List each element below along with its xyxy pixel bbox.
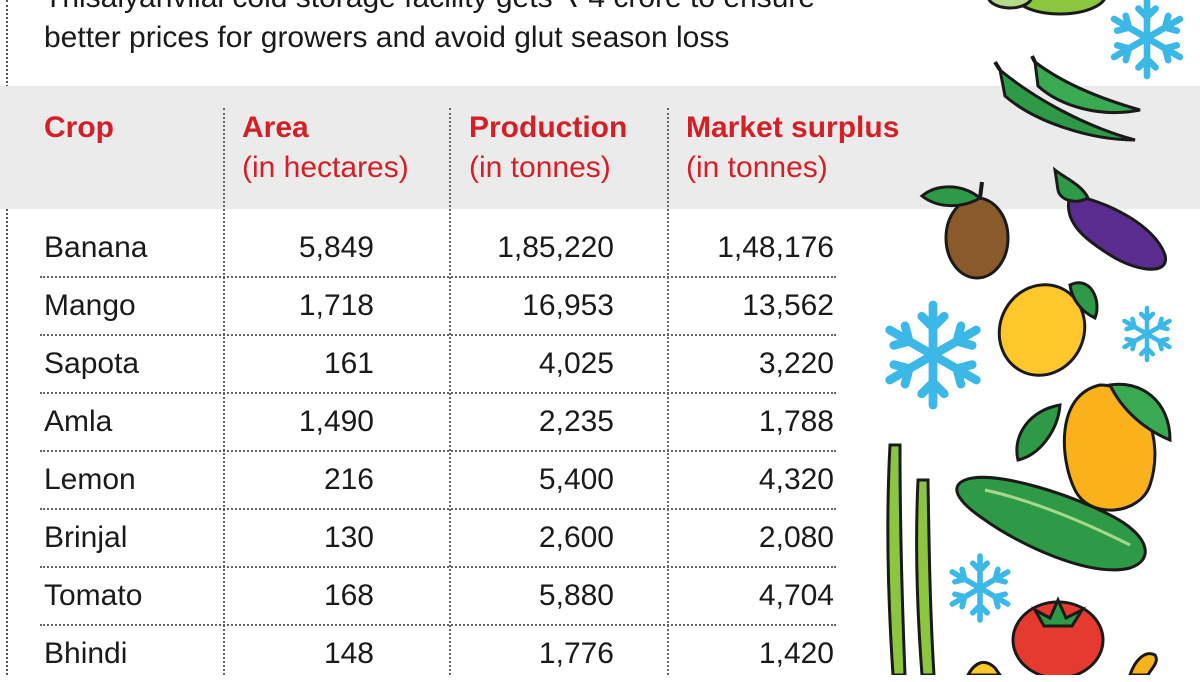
banana-fragment-icon	[1128, 652, 1158, 675]
column-divider	[667, 108, 669, 675]
cucumber-icon	[955, 475, 1147, 572]
area-cell: 130	[323, 521, 374, 554]
snowflake-icon	[1114, 0, 1180, 76]
crop-cell: Lemon	[44, 463, 136, 496]
area-cell: 168	[323, 579, 374, 612]
beans-icon	[886, 443, 936, 675]
lemon-fragment-icon	[966, 660, 1002, 675]
surplus-cell: 4,320	[758, 463, 834, 496]
crop-cell: Amla	[44, 405, 113, 438]
production-cell: 1,85,220	[497, 231, 614, 264]
surplus-cell: 13,562	[742, 289, 834, 322]
area-cell: 5,849	[298, 231, 374, 264]
mango-icon	[1015, 382, 1172, 512]
brinjal-icon	[1052, 166, 1167, 271]
crop-cell: Bhindi	[44, 637, 128, 670]
lemon-icon	[997, 281, 1099, 377]
production-cell: 5,880	[538, 579, 614, 612]
header-production: Production (in tonnes)	[469, 111, 628, 184]
production-cell: 5,400	[538, 463, 614, 496]
left-dotted-rule	[6, 0, 8, 675]
header-area: Area (in hectares)	[242, 111, 409, 184]
surplus-cell: 1,788	[758, 405, 834, 438]
table-row: Mango 1,718 16,953 13,562	[40, 276, 836, 336]
area-cell: 1,718	[298, 289, 374, 322]
surplus-cell: 3,220	[758, 347, 834, 380]
production-cell: 2,235	[538, 405, 614, 438]
table-header-band	[0, 86, 1200, 209]
table-row: Sapota 161 4,025 3,220	[40, 334, 836, 394]
production-cell: 16,953	[522, 289, 614, 322]
greens-icon	[987, 0, 1106, 16]
surplus-cell: 1,420	[758, 637, 834, 670]
production-cell: 1,776	[538, 637, 614, 670]
surplus-cell: 4,704	[758, 579, 834, 612]
subtitle: Thisaiyanvilai cold storage facility get…	[44, 0, 944, 58]
sapota-icon	[919, 181, 1010, 280]
table-row: Amla 1,490 2,235 1,788	[40, 392, 836, 452]
snowflake-icon	[952, 556, 1007, 620]
area-cell: 148	[323, 637, 374, 670]
table-row: Tomato 168 5,880 4,704	[40, 566, 836, 626]
snowflake-icon	[890, 305, 977, 405]
crop-cell: Brinjal	[44, 521, 128, 554]
area-cell: 216	[323, 463, 374, 496]
okra-icon	[993, 55, 1141, 142]
crop-cell: Sapota	[44, 347, 140, 380]
area-cell: 1,490	[298, 405, 374, 438]
subtitle-line-1: Thisaiyanvilai cold storage facility get…	[44, 0, 944, 18]
column-divider	[449, 108, 451, 675]
table-row: Lemon 216 5,400 4,320	[40, 450, 836, 510]
table-row: Bhindi 148 1,776 1,420	[40, 624, 836, 682]
subtitle-line-2: better prices for growers and avoid glut…	[44, 21, 730, 54]
header-crop: Crop	[44, 111, 114, 144]
area-cell: 161	[323, 347, 374, 380]
surplus-cell: 2,080	[758, 521, 834, 554]
column-divider	[223, 108, 225, 675]
production-cell: 4,025	[538, 347, 614, 380]
tomato-icon	[1011, 596, 1105, 675]
table-row: Brinjal 130 2,600 2,080	[40, 508, 836, 568]
crop-cell: Tomato	[44, 579, 143, 612]
surplus-cell: 1,48,176	[717, 231, 834, 264]
table-row: Banana 5,849 1,85,220 1,48,176	[40, 218, 836, 278]
crop-cell: Mango	[44, 289, 136, 322]
header-market-surplus: Market surplus (in tonnes)	[686, 111, 900, 184]
production-cell: 2,600	[538, 521, 614, 554]
snowflake-icon	[1125, 308, 1170, 360]
crop-cell: Banana	[44, 231, 148, 264]
produce-illustration	[870, 0, 1200, 675]
